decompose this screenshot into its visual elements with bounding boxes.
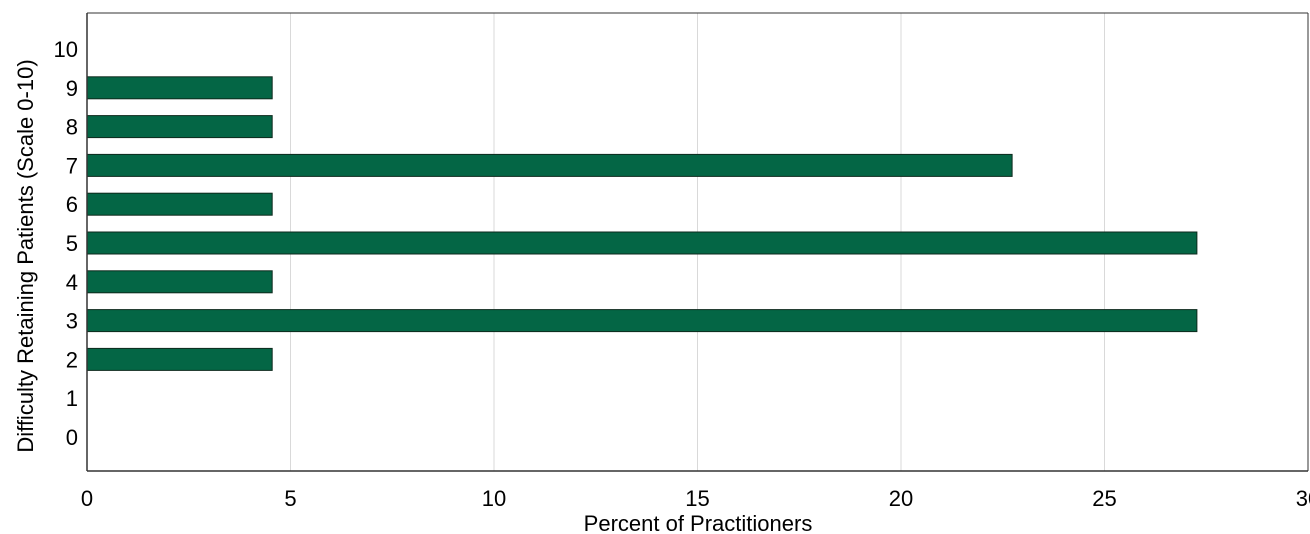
y-tick-label: 0	[66, 425, 78, 450]
x-tick-label: 0	[81, 486, 93, 511]
bar	[86, 192, 273, 216]
x-tick-label: 25	[1092, 486, 1116, 511]
bars	[86, 76, 1198, 371]
y-tick-label: 1	[66, 386, 78, 411]
bar	[86, 231, 1198, 255]
axes	[86, 12, 1309, 472]
y-tick-label: 7	[66, 153, 78, 178]
x-tick-labels: 0 5 10 15 20 25 30	[81, 486, 1310, 511]
x-tick-label: 20	[889, 486, 913, 511]
y-tick-label: 3	[66, 309, 78, 334]
x-tick-label: 30	[1296, 486, 1310, 511]
bar	[86, 347, 273, 371]
y-tick-labels: 0 1 2 3 4 5 6 7 8 9 10	[54, 37, 78, 450]
y-tick-label: 4	[66, 270, 78, 295]
y-tick-label: 9	[66, 76, 78, 101]
y-tick-label: 5	[66, 231, 78, 256]
x-axis-title: Percent of Practitioners	[584, 511, 813, 534]
bar	[86, 309, 1198, 333]
y-tick-label: 8	[66, 115, 78, 140]
x-tick-label: 5	[284, 486, 296, 511]
y-axis-title: Difficulty Retaining Patients (Scale 0-1…	[13, 59, 38, 452]
bar	[86, 153, 1013, 177]
x-tick-label: 10	[482, 486, 506, 511]
y-tick-label: 6	[66, 192, 78, 217]
y-tick-label: 2	[66, 347, 78, 372]
bar	[86, 76, 273, 100]
bar	[86, 270, 273, 294]
y-tick-label: 10	[54, 37, 78, 62]
x-tick-label: 15	[685, 486, 709, 511]
bar	[86, 115, 273, 139]
